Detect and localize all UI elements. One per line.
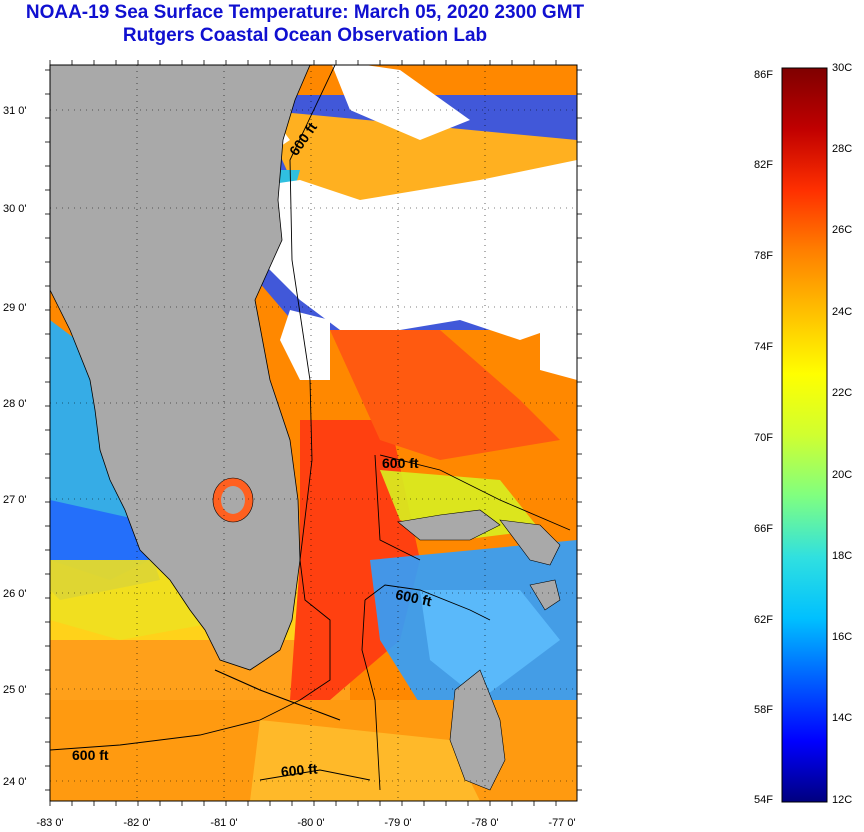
- lat-label: 27 0': [3, 494, 27, 506]
- colorbar-f-label: 58F: [754, 704, 773, 716]
- colorbar-c-label: 28C: [832, 143, 853, 155]
- colorbar-f-label: 62F: [754, 614, 773, 626]
- lon-label: -78 0': [471, 817, 498, 829]
- lon-label: -77 0': [548, 817, 575, 829]
- colorbar: [781, 67, 828, 803]
- graticule: [45, 60, 582, 806]
- colorbar-f-label: 78F: [754, 250, 773, 262]
- colorbar-c-label: 30C: [832, 62, 853, 74]
- colorbar-f-label: 82F: [754, 159, 773, 171]
- colorbar-c-label: 20C: [832, 469, 853, 481]
- colorbar-f-label: 66F: [754, 523, 773, 535]
- map-subtitle: Rutgers Coastal Ocean Observation Lab: [122, 25, 488, 46]
- lon-label: -83 0': [36, 817, 63, 829]
- colorbar-f-label: 86F: [754, 69, 773, 81]
- contour-label: 600 ft: [382, 455, 419, 471]
- lat-label: 31 0': [3, 105, 27, 117]
- colorbar-c-label: 18C: [832, 550, 853, 562]
- lat-label: 24 0': [3, 776, 27, 788]
- plot-frame: [49, 64, 578, 802]
- lon-label: -79 0': [384, 817, 411, 829]
- colorbar-f-label: 74F: [754, 341, 773, 353]
- lat-label: 29 0': [3, 302, 27, 314]
- colorbar-f-label: 54F: [754, 794, 773, 806]
- lon-label: -81 0': [210, 817, 237, 829]
- colorbar-c-label: 12C: [832, 794, 853, 806]
- colorbar-c-label: 14C: [832, 712, 853, 724]
- lat-label: 26 0': [3, 588, 27, 600]
- colorbar-c-label: 26C: [832, 224, 853, 236]
- colorbar-c-label: 16C: [832, 631, 853, 643]
- lat-label: 30 0': [3, 203, 27, 215]
- colorbar-f-label: 70F: [754, 432, 773, 444]
- sst-field: [50, 65, 577, 801]
- map-title: NOAA-19 Sea Surface Temperature: March 0…: [25, 2, 585, 23]
- lon-label: -82 0': [123, 817, 150, 829]
- colorbar-c-label: 24C: [832, 306, 853, 318]
- contour-label: 600 ft: [72, 747, 109, 763]
- lon-label: -80 0': [297, 817, 324, 829]
- colorbar-c-label: 22C: [832, 387, 853, 399]
- contour-label: 600 ft: [280, 760, 318, 779]
- lat-label: 28 0': [3, 398, 27, 410]
- lat-label: 25 0': [3, 684, 27, 696]
- contour-label: 600 ft: [394, 586, 433, 609]
